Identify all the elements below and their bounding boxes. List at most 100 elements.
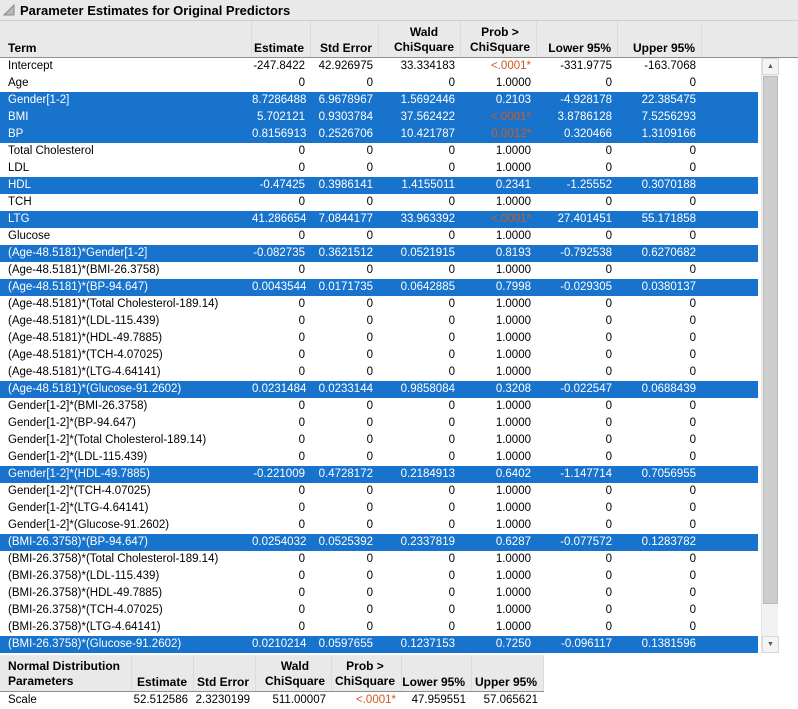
lower95-cell: 0.320466 [564, 128, 612, 140]
estimate-cell: 0 [298, 145, 305, 157]
table-row[interactable]: Gender[1-2]*(Glucose-91.2602) 0 0 0 1.0000 0 0 [0, 517, 758, 534]
table-row[interactable]: LTG 41.286654 7.0844177 33.963392 <.0001* 27.… [0, 211, 758, 228]
upper95-cell: 0 [689, 587, 696, 599]
std-error-cell: 0 [366, 434, 373, 446]
chisquare-cell: 37.562422 [400, 111, 455, 123]
vertical-scrollbar[interactable]: ▲ ▼ [761, 58, 779, 653]
std-error-cell: 0 [366, 332, 373, 344]
table-row[interactable]: Gender[1-2]*(BMI-26.3758) 0 0 0 1.0000 0 0 [0, 398, 758, 415]
table-row[interactable]: Gender[1-2]*(HDL-49.7885) -0.221009 0.4728… [0, 466, 758, 483]
upper95-cell: 0 [689, 145, 696, 157]
estimate-cell: 8.7286488 [252, 94, 307, 106]
scale-lower-95-label: Lower 95% [402, 675, 465, 689]
column-header-wald-chisquare[interactable]: Wald ChiSquare [379, 21, 461, 57]
table-row[interactable]: (BMI-26.3758)*(LDL-115.439) 0 0 0 1.0000 0 0 [0, 568, 758, 585]
table-row[interactable]: Gender[1-2]*(LTG-4.64141) 0 0 0 1.0000 0 0 [0, 500, 758, 517]
scale-column-header-lower-95[interactable]: Lower 95% [402, 655, 472, 691]
column-header-normal-distribution-parameters[interactable]: Normal Distribution Parameters [0, 655, 132, 691]
scale-column-header-std-error[interactable]: Std Error [194, 655, 256, 691]
table-row[interactable]: LDL 0 0 0 1.0000 0 0 [0, 160, 758, 177]
table-row[interactable]: (BMI-26.3758)*(HDL-49.7885) 0 0 0 1.0000 0 0 [0, 585, 758, 602]
chisquare-cell: 0 [448, 502, 455, 514]
estimate-cell: 0 [298, 77, 305, 89]
scroll-down-button[interactable]: ▼ [762, 636, 779, 653]
row-filler [702, 449, 758, 466]
scrollbar-thumb[interactable] [763, 76, 778, 604]
term-cell: Gender[1-2]*(LDL-115.439) [8, 451, 148, 463]
table-row[interactable]: BMI 5.702121 0.9303784 37.562422 <.0001* 3.87… [0, 109, 758, 126]
prob-chisquare-label: Prob > ChiSquare [469, 25, 530, 54]
table-row[interactable]: (Age-48.5181)*(HDL-49.7885) 0 0 0 1.0000 0 0 [0, 330, 758, 347]
table-row[interactable]: (BMI-26.3758)*(TCH-4.07025) 0 0 0 1.0000 0 0 [0, 602, 758, 619]
row-filler [702, 279, 758, 296]
table-row[interactable]: (Age-48.5181)*(TCH-4.07025) 0 0 0 1.0000 0 0 [0, 347, 758, 364]
table-row[interactable]: BP 0.8156913 0.2526706 10.421787 0.0012* 0.32… [0, 126, 758, 143]
scale-column-header-upper-95[interactable]: Upper 95% [472, 655, 544, 691]
column-header-prob-chisquare[interactable]: Prob > ChiSquare [461, 21, 537, 57]
table-row[interactable]: TCH 0 0 0 1.0000 0 0 [0, 194, 758, 211]
disclosure-triangle-icon[interactable] [2, 3, 15, 16]
std-error-cell: 0.9303784 [318, 111, 373, 123]
table-row[interactable]: Scale 52.512586 2.3230199 511.00007 <.0001* 4… [0, 692, 544, 709]
table-row[interactable]: Intercept -247.8422 42.926975 33.334183 <.00… [0, 58, 758, 75]
chisquare-cell: 0 [448, 315, 455, 327]
report-title[interactable]: Parameter Estimates for Original Predict… [20, 2, 291, 18]
table-row[interactable]: (Age-48.5181)*(BMI-26.3758) 0 0 0 1.0000 0 0 [0, 262, 758, 279]
table-row[interactable]: Gender[1-2] 8.7286488 6.9678967 1.5692446 0.… [0, 92, 758, 109]
column-header-term[interactable]: Term [0, 21, 252, 57]
upper95-cell: 22.385475 [641, 94, 696, 106]
table-row[interactable]: (Age-48.5181)*(Glucose-91.2602) 0.0231484… [0, 381, 758, 398]
estimate-cell: 0 [298, 553, 305, 565]
column-header-lower-95[interactable]: Lower 95% [537, 21, 618, 57]
upper95-cell: 0 [689, 434, 696, 446]
term-cell: TCH [8, 196, 32, 208]
table-row[interactable]: Gender[1-2]*(TCH-4.07025) 0 0 0 1.0000 0 0 [0, 483, 758, 500]
table-row[interactable]: Gender[1-2]*(Total Cholesterol-189.14) 0 0… [0, 432, 758, 449]
row-filler [702, 585, 758, 602]
std-error-cell: 0 [366, 519, 373, 531]
scale-column-header-wald-chisquare[interactable]: Wald ChiSquare [256, 655, 332, 691]
table-row[interactable]: Glucose 0 0 0 1.0000 0 0 [0, 228, 758, 245]
row-filler [702, 194, 758, 211]
table-row[interactable]: HDL -0.47425 0.3986141 1.4155011 0.2341 -1.25… [0, 177, 758, 194]
column-header-upper-95[interactable]: Upper 95% [618, 21, 702, 57]
term-cell: Age [8, 77, 29, 89]
table-row[interactable]: (BMI-26.3758)*(Total Cholesterol-189.14)… [0, 551, 758, 568]
prob-cell: 1.0000 [495, 230, 531, 242]
scroll-up-button[interactable]: ▲ [762, 58, 779, 75]
column-header-std-error[interactable]: Std Error [311, 21, 379, 57]
term-cell: (Age-48.5181)*(LDL-115.439) [8, 315, 160, 327]
estimate-cell: 0.8156913 [252, 128, 307, 140]
scale-column-header-prob-chisquare[interactable]: Prob > ChiSquare [332, 655, 402, 691]
row-filler [702, 262, 758, 279]
table-row[interactable]: Age 0 0 0 1.0000 0 0 [0, 75, 758, 92]
table-row[interactable]: (Age-48.5181)*Gender[1-2] -0.082735 0.3621… [0, 245, 758, 262]
table-row[interactable]: Gender[1-2]*(LDL-115.439) 0 0 0 1.0000 0 0 [0, 449, 758, 466]
lower95-cell: -331.9775 [560, 60, 612, 72]
table-row[interactable]: (BMI-26.3758)*(LTG-4.64141) 0 0 0 1.0000 0 0 [0, 619, 758, 636]
upper95-cell: 0.6270682 [641, 247, 696, 259]
table-row[interactable]: Total Cholesterol 0 0 0 1.0000 0 0 [0, 143, 758, 160]
estimate-cell: 0 [298, 587, 305, 599]
table-row[interactable]: (BMI-26.3758)*(BP-94.647) 0.0254032 0.0525… [0, 534, 758, 551]
estimate-cell: 0 [298, 434, 305, 446]
upper95-cell: 0 [689, 417, 696, 429]
chisquare-cell: 0 [448, 604, 455, 616]
table-row[interactable]: (Age-48.5181)*(LDL-115.439) 0 0 0 1.0000 0 0 [0, 313, 758, 330]
table-row[interactable]: (BMI-26.3758)*(Glucose-91.2602) 0.0210214… [0, 636, 758, 653]
term-cell: (Age-48.5181)*(BP-94.647) [8, 281, 148, 293]
table-row[interactable]: Gender[1-2]*(BP-94.647) 0 0 0 1.0000 0 0 [0, 415, 758, 432]
column-header-estimate[interactable]: Estimate [252, 21, 311, 57]
table-row[interactable]: (Age-48.5181)*(LTG-4.64141) 0 0 0 1.0000 0 0 [0, 364, 758, 381]
term-cell: Gender[1-2]*(Total Cholesterol-189.14) [8, 434, 207, 446]
term-cell: (Age-48.5181)*(LTG-4.64141) [8, 366, 161, 378]
chisquare-cell: 0 [448, 162, 455, 174]
table-row[interactable]: (Age-48.5181)*(BP-94.647) 0.0043544 0.0171… [0, 279, 758, 296]
scale-std-error-label: Std Error [196, 675, 249, 689]
scale-column-header-estimate[interactable]: Estimate [132, 655, 194, 691]
table-row[interactable]: (Age-48.5181)*(Total Cholesterol-189.14)… [0, 296, 758, 313]
lower95-cell: 0 [605, 570, 612, 582]
estimate-cell: 0 [298, 332, 305, 344]
prob-cell: 0.2341 [495, 179, 531, 191]
upper95-cell: 0 [689, 451, 696, 463]
